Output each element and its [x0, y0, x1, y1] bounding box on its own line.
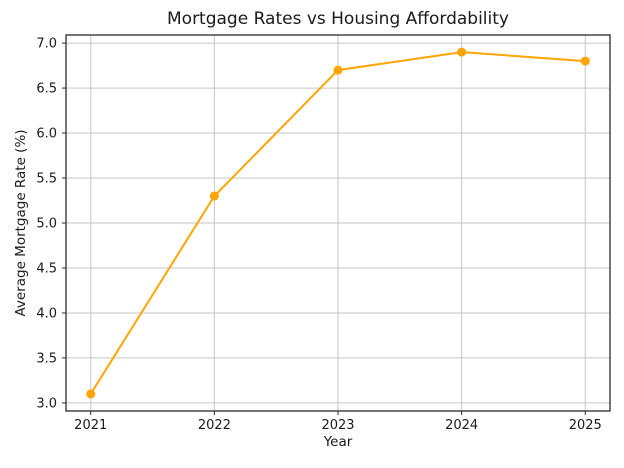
data-point: [333, 65, 343, 75]
data-point: [86, 389, 96, 399]
data-point: [457, 47, 467, 57]
chart-title: Mortgage Rates vs Housing Affordability: [167, 9, 509, 29]
x-axis-label: Year: [323, 434, 353, 450]
x-tick-label: 2021: [74, 418, 107, 433]
data-point: [209, 191, 219, 201]
y-tick-label: 4.0: [36, 306, 57, 321]
y-tick-label: 4.5: [36, 261, 57, 276]
y-tick-label: 7.0: [36, 37, 57, 52]
y-tick-label: 5.5: [36, 172, 57, 187]
y-tick-label: 6.0: [36, 127, 57, 142]
x-tick-label: 2023: [321, 418, 354, 433]
x-tick-label: 2025: [569, 418, 602, 433]
y-tick-label: 5.0: [36, 217, 57, 232]
data-point: [580, 56, 590, 66]
y-tick-label: 3.5: [36, 351, 57, 366]
y-tick-label: 3.0: [36, 396, 57, 411]
y-tick-label: 6.5: [36, 82, 57, 97]
x-tick-label: 2022: [198, 418, 231, 433]
x-tick-label: 2024: [445, 418, 478, 433]
